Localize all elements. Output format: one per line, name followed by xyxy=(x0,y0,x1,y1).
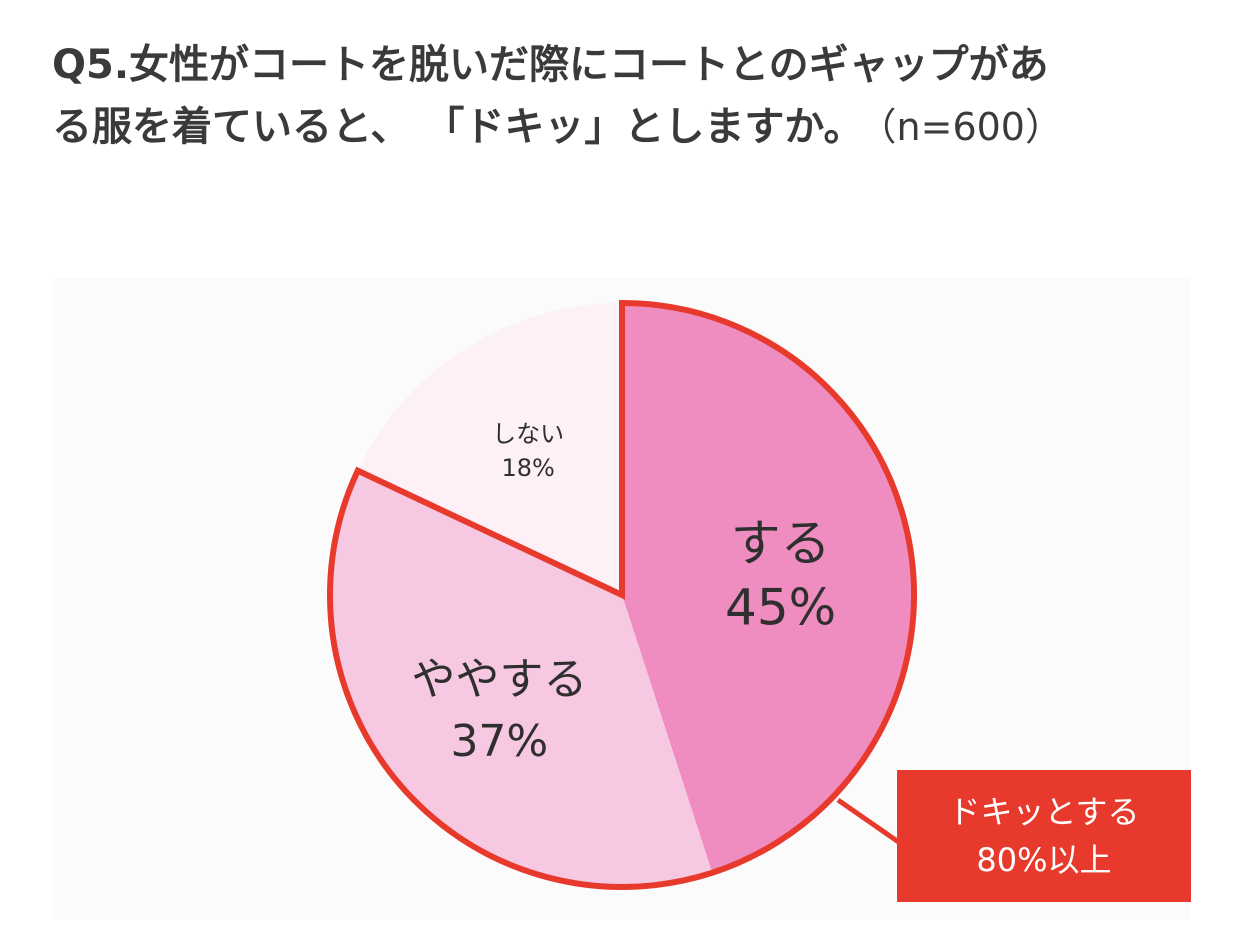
callout-box: ドキッとする 80%以上 xyxy=(897,770,1191,902)
chart-title: Q5.女性がコートを脱いだ際にコートとのギャップがあ る服を着ていると、 「ドキ… xyxy=(52,34,1192,158)
pie-labels: する 45% ややする 37% しない 18% xyxy=(411,420,836,767)
chart-title-question: る服を着ていると、 「ドキッ」としますか。 xyxy=(52,104,864,150)
pie-slice-3 xyxy=(357,303,622,595)
highlight-outline xyxy=(327,299,917,890)
pie-slice-1 xyxy=(622,303,914,873)
slice-label-3: しない xyxy=(492,420,564,448)
callout-connector-line xyxy=(836,797,902,846)
callout-line-2: 80%以上 xyxy=(976,841,1112,879)
slice-value-1: 45% xyxy=(725,578,836,636)
sample-size-label: （n=600） xyxy=(877,105,1063,149)
pie-slices xyxy=(327,299,917,890)
slice-value-2: 37% xyxy=(450,716,548,767)
slice-value-3: 18% xyxy=(501,454,554,482)
callout-line-1: ドキッとする xyxy=(948,793,1140,831)
chart-title-line-1: Q5.女性がコートを脱いだ際にコートとのギャップがあ xyxy=(52,42,1049,88)
chart-title-line-2: る服を着ていると、 「ドキッ」としますか。 （n=600） xyxy=(52,96,1192,158)
slice-label-2: ややする xyxy=(411,654,587,705)
slice-label-1: する xyxy=(731,514,831,572)
pie-slice-2 xyxy=(330,470,713,887)
